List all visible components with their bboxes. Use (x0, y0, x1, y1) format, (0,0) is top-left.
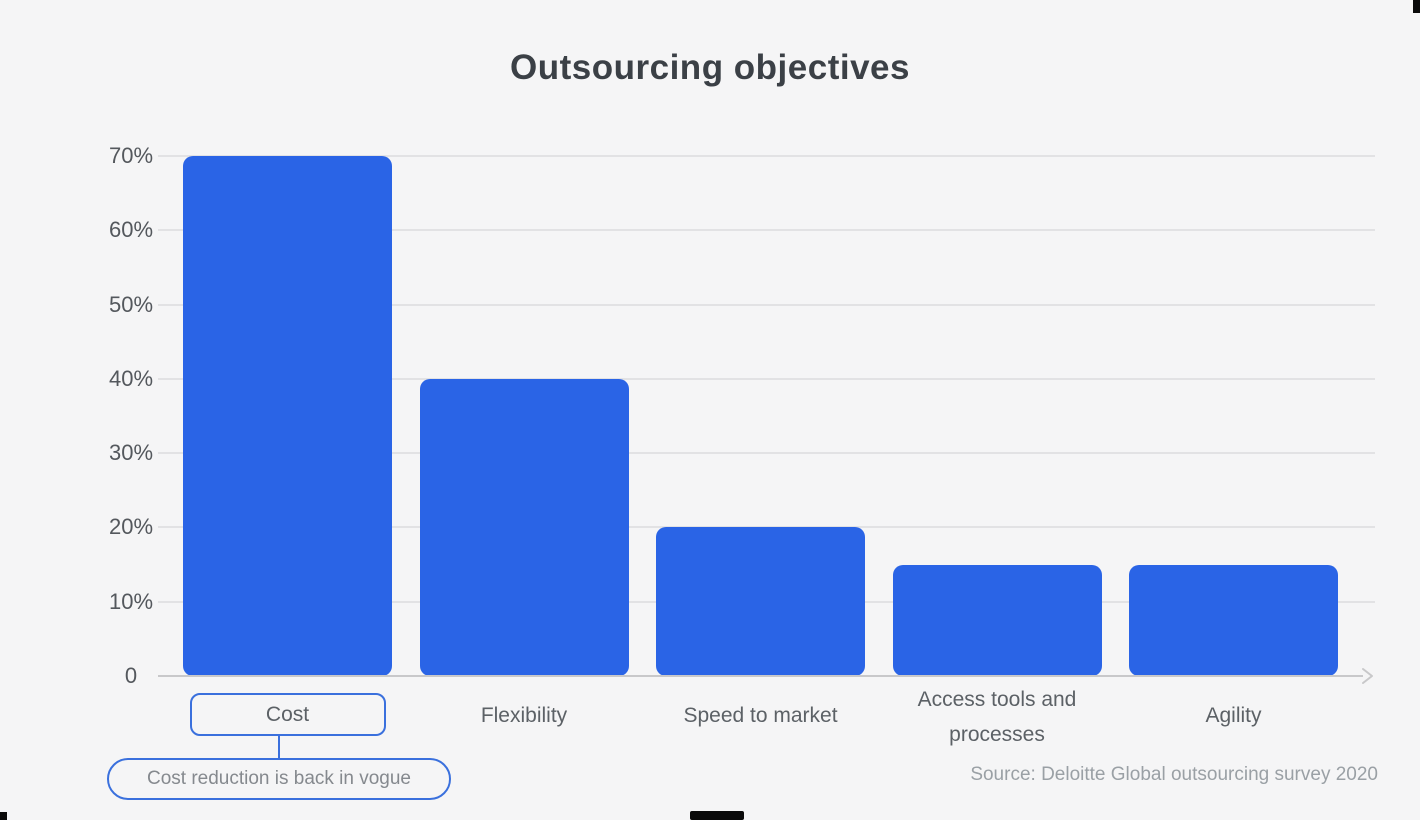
gridline-50 (158, 303, 1375, 306)
x-axis-label: Speed to market (683, 704, 838, 727)
callout-text: Cost reduction is back in vogue (146, 768, 412, 789)
screen-artifact-bottom-left (0, 812, 7, 820)
bar-access-tools-and-processes (893, 565, 1102, 676)
y-axis-label-60: 60% (108, 217, 154, 243)
gridline-70 (158, 155, 1375, 157)
bar-cost (183, 156, 392, 676)
x-axis-arrow-icon (1362, 668, 1373, 684)
x-axis-label-box-cost: Cost (189, 693, 386, 736)
bar-flexibility (420, 379, 629, 676)
x-axis-label: Flexibility (480, 704, 568, 727)
y-axis-label-20: 20% (108, 514, 154, 540)
bar-agility (1129, 565, 1338, 676)
gridline-60 (158, 229, 1375, 232)
y-axis-label-50: 50% (108, 291, 154, 317)
bar-speed-to-market (656, 527, 865, 676)
screen-artifact-bottom-center (690, 811, 744, 820)
x-axis-line (158, 675, 1363, 677)
callout-label: Cost reduction is back in vogue (107, 758, 451, 800)
gridline-40 (158, 377, 1375, 380)
screen-artifact-top-right (1413, 0, 1420, 13)
x-axis-label: Access tools and processes (917, 688, 1077, 746)
y-axis-label-0: 0 (124, 663, 138, 688)
y-axis-label-10: 10% (108, 588, 154, 614)
y-axis-label-40: 40% (108, 365, 154, 391)
y-axis-label-70: 70% (108, 143, 154, 168)
y-axis-label-30: 30% (108, 440, 154, 466)
source-note: Source: Deloitte Global outsourcing surv… (970, 764, 1378, 785)
chart-title: Outsourcing objectives (510, 48, 910, 87)
x-axis-label: Agility (1205, 704, 1262, 727)
callout-connector (278, 736, 280, 759)
gridline-30 (158, 452, 1375, 455)
